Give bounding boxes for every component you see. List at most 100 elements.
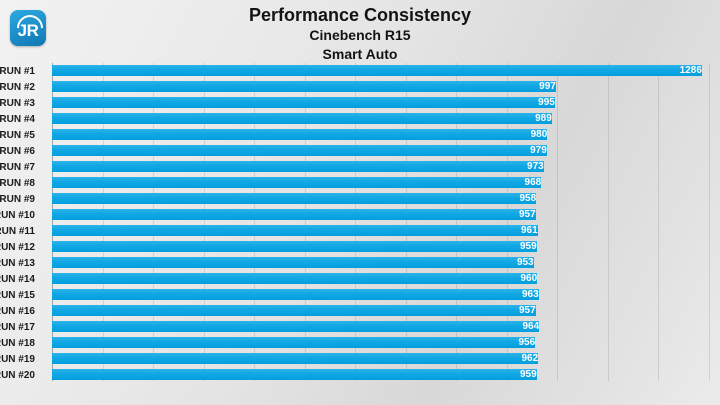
plot-wrapper: 1286 997 995 989 980 979 973 968 958 957 961 959 953… <box>0 63 720 405</box>
gridline-1000 <box>557 63 559 381</box>
category-label: RUN #20 <box>0 370 35 381</box>
bar <box>52 321 540 332</box>
bar <box>52 257 534 268</box>
bar-row: 956 <box>52 335 709 351</box>
category-label: RUN #8 <box>0 178 35 189</box>
bar-value-label: 960 <box>520 273 538 284</box>
bar <box>52 337 536 348</box>
gridline-1200 <box>658 63 660 381</box>
bar <box>52 305 536 316</box>
category-label: RUN #4 <box>0 114 35 125</box>
gridline-1300 <box>709 63 710 381</box>
chart-title: Performance Consistency <box>248 5 472 25</box>
category-label: RUN #18 <box>0 338 35 349</box>
bar-value-label: 959 <box>519 241 537 252</box>
bar-value-label: 997 <box>539 81 556 92</box>
bar <box>52 81 556 92</box>
bar-value-label: 961 <box>520 225 538 236</box>
gridline-400 <box>254 63 256 381</box>
bar <box>52 353 539 364</box>
category-label: RUN #19 <box>0 354 35 365</box>
bar-row: 959 <box>52 239 709 255</box>
gridline-500 <box>304 63 306 381</box>
bar <box>52 289 539 300</box>
title-block: Performance Consistency Cinebench R15 Sm… <box>0 4 720 64</box>
gridline-900 <box>506 63 508 381</box>
bar-value-label: 989 <box>535 113 552 124</box>
category-label: RUN #11 <box>0 226 35 237</box>
category-label: RUN #12 <box>0 242 35 253</box>
bar <box>52 193 537 204</box>
category-label: RUN #17 <box>0 322 35 333</box>
gridline-100 <box>102 63 104 381</box>
bar <box>52 65 702 76</box>
category-label: RUN #16 <box>0 306 35 317</box>
bar-row: 961 <box>52 223 709 239</box>
category-label: RUN #13 <box>0 258 35 269</box>
plot-area: 1286 997 995 989 980 979 973 968 958 957 961 959 953… <box>0 63 710 383</box>
bar-value-label: 962 <box>521 353 539 364</box>
bar-row: 957 <box>52 303 709 319</box>
chart-subtitle-secondary: Smart Auto <box>322 46 398 62</box>
category-label: RUN #2 <box>0 82 35 93</box>
gridline-300 <box>203 63 205 381</box>
bar-row: 997 <box>52 79 709 95</box>
category-label: RUN #1 <box>0 66 35 77</box>
bar-row: 958 <box>52 191 709 207</box>
bar-value-label: 957 <box>518 209 536 220</box>
bar <box>52 145 547 156</box>
bar <box>52 161 544 172</box>
bar-row: 953 <box>52 255 709 271</box>
bar <box>52 273 538 284</box>
bar-value-label: 995 <box>538 97 555 108</box>
bar-row: 964 <box>52 319 709 335</box>
bar-value-label: 963 <box>521 289 539 300</box>
bar <box>52 369 537 380</box>
bar-value-label: 959 <box>519 369 537 380</box>
bar <box>52 209 536 220</box>
bar-row: 980 <box>52 127 709 143</box>
bar <box>52 177 542 188</box>
category-label: RUN #7 <box>0 162 35 173</box>
bar-row: 1286 <box>52 63 709 79</box>
bar <box>52 97 555 108</box>
bar-value-label: 1286 <box>679 65 702 76</box>
bar-value-label: 964 <box>522 321 540 332</box>
category-label: RUN #3 <box>0 98 35 109</box>
bar-row: 973 <box>52 159 709 175</box>
category-label: RUN #15 <box>0 290 35 301</box>
category-label: RUN #10 <box>0 210 35 221</box>
category-label: RUN #6 <box>0 146 35 157</box>
gridline-1100 <box>607 63 609 381</box>
category-label: RUN #9 <box>0 194 35 205</box>
category-label: RUN #5 <box>0 130 35 141</box>
gridline-700 <box>405 63 407 381</box>
bar-value-label: 953 <box>516 257 534 268</box>
gridline-600 <box>355 63 357 381</box>
bar-value-label: 979 <box>530 145 547 156</box>
bar <box>52 225 538 236</box>
bar-value-label: 968 <box>524 177 542 188</box>
bar-row: 962 <box>52 351 709 367</box>
bar-value-label: 957 <box>518 305 536 316</box>
bar-row: 989 <box>52 111 709 127</box>
bar-row: 960 <box>52 271 709 287</box>
bar-row: 957 <box>52 207 709 223</box>
bar <box>52 113 552 124</box>
bar <box>52 129 548 140</box>
jr-logo-text: JR <box>17 21 39 40</box>
bar-value-label: 956 <box>518 337 536 348</box>
jr-logo-icon: JR <box>10 9 49 47</box>
bar-row: 995 <box>52 95 709 111</box>
gridline-200 <box>153 63 155 381</box>
bar-value-label: 980 <box>530 129 548 140</box>
bar-value-label: 973 <box>527 161 544 172</box>
bar-row: 979 <box>52 143 709 159</box>
chart-subtitle: Cinebench R15 <box>309 27 411 43</box>
bar-row: 959 <box>52 367 709 383</box>
bar-row: 963 <box>52 287 709 303</box>
bar-value-label: 958 <box>519 193 537 204</box>
gridline-800 <box>456 63 458 381</box>
bar-row: 968 <box>52 175 709 191</box>
